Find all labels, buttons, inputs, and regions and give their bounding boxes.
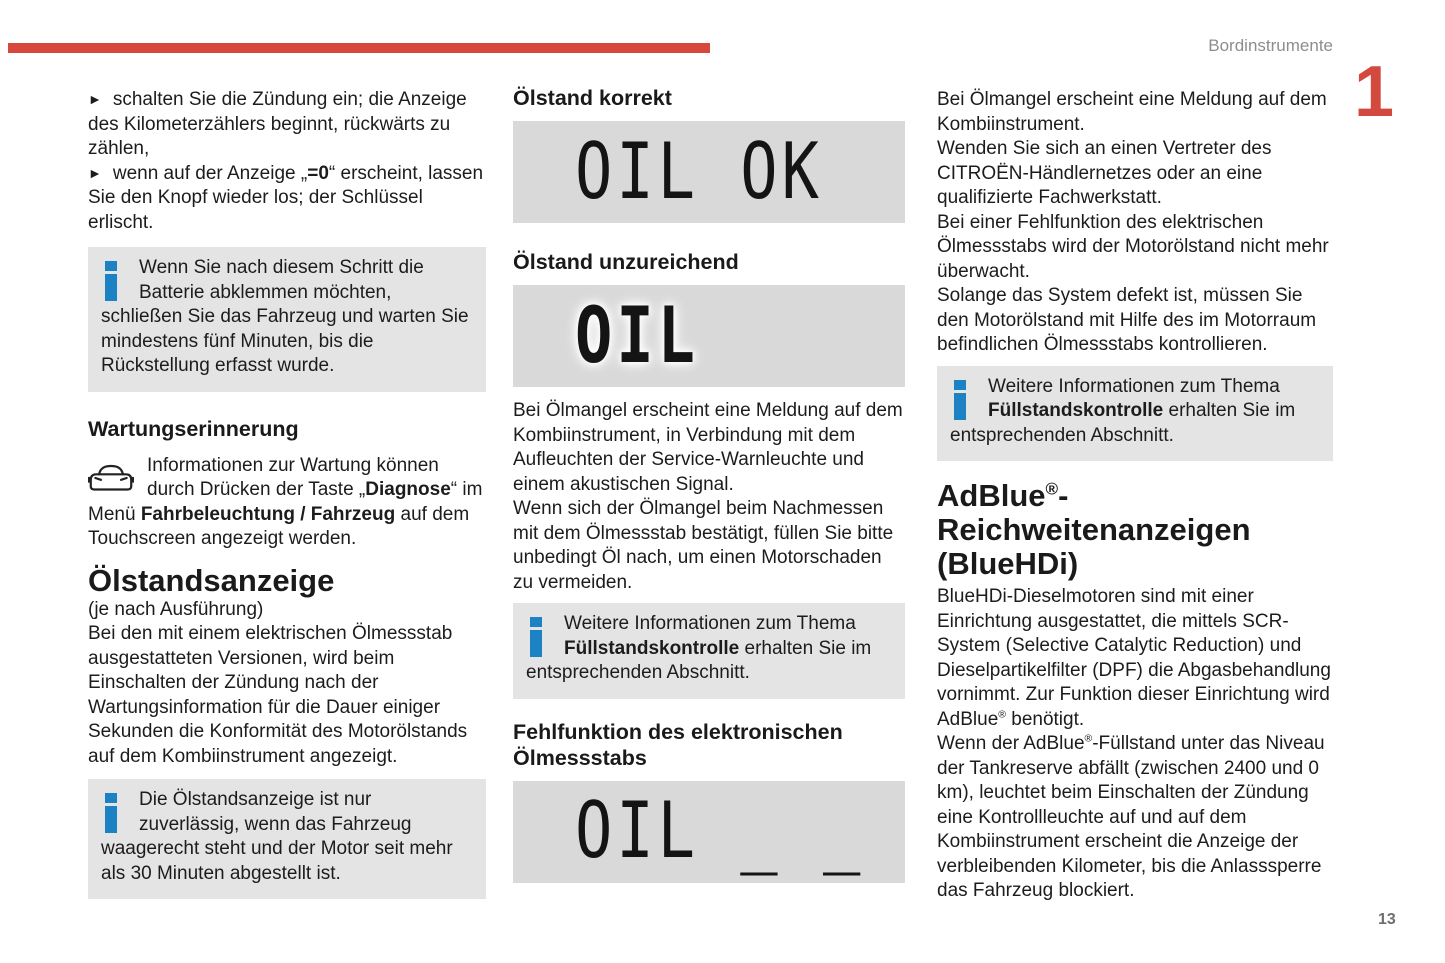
maintenance-text: auf dem Touchscreen angezeigt werden. — [88, 503, 470, 550]
subsection-heading-oil-ok: Ölstand korrekt — [513, 86, 672, 110]
maintenance-text: Informationen zur Wartung können durch D… — [147, 454, 439, 501]
chapter-number-tab: 1 — [1354, 52, 1395, 132]
column-right: Bei Ölmangel erscheint eine Meldung auf … — [937, 88, 1333, 904]
body-text: Wenn der AdBlue®-Füllstand unter das Niv… — [937, 733, 1325, 901]
subsection-heading-maintenance: Wartungserinnerung — [88, 416, 299, 441]
info-box-level-check: Weitere Informationen zum Thema Füllstan… — [513, 603, 905, 699]
oil-low-display: OIL — [513, 285, 905, 387]
column-middle: Ölstand korrekt OIL OK Ölstand unzureich… — [513, 85, 905, 883]
body-text: Bei den mit einem elektrischen Ölmesssta… — [88, 623, 468, 767]
bullet-text: schalten Sie die Zündung ein; die Anzeig… — [88, 89, 467, 159]
bullet-item: ► schalten Sie die Zündung ein; die Anzei… — [88, 88, 486, 162]
lcd-text: OIL — [575, 289, 699, 381]
info-box-text-bold: Füllstandskontrolle — [564, 637, 740, 659]
maintenance-text-bold: Diagnose — [365, 479, 451, 500]
registered-mark: ® — [1084, 733, 1093, 745]
heading-line: (BlueHDi) — [937, 546, 1079, 581]
maintenance-note: Informationen zur Wartung können durch D… — [88, 454, 486, 552]
lcd-text: OIL OK — [575, 125, 823, 217]
oil-ok-display: OIL OK — [513, 121, 905, 223]
section-heading-oil-level: Ölstandsanzeige — [88, 562, 335, 598]
info-icon — [105, 261, 117, 301]
info-icon — [530, 617, 542, 657]
registered-mark: ® — [998, 709, 1006, 721]
info-icon — [105, 793, 117, 833]
body-text: Bei Ölmangel erscheint eine Meldung auf … — [513, 400, 903, 495]
car-icon — [88, 464, 134, 491]
variant-note: (je nach Ausführung) — [88, 598, 264, 620]
heading-line: Reichweitenanzeigen — [937, 512, 1251, 547]
body-text: Bei einer Fehlfunktion des elektrischen … — [937, 211, 1329, 282]
registered-mark: ® — [1045, 479, 1059, 499]
info-box-text: Wenn Sie nach diesem Schritt die Batteri… — [101, 257, 469, 376]
header-section-title: Bordinstrumente — [1208, 36, 1333, 55]
body-text: Solange das System defekt ist, müssen Si… — [937, 285, 1317, 355]
bullet-text: “ erscheint, lassen Sie den Knopf wieder… — [88, 162, 484, 233]
maintenance-text: “ im Menü — [88, 479, 483, 525]
column-left: ► schalten Sie die Zündung ein; die Anzei… — [88, 88, 486, 899]
body-text: Wenden Sie sich an einen Vertreter des C… — [937, 138, 1272, 208]
heading-line: AdBlue®- — [937, 478, 1069, 513]
info-box-battery: Wenn Sie nach diesem Schritt die Batteri… — [88, 247, 486, 392]
header-red-bar — [8, 43, 710, 53]
body-text: Wenn sich der Ölmangel beim Nachmessen m… — [513, 498, 894, 593]
maintenance-text-bold: Fahrbeleuchtung / Fahrzeug — [140, 503, 396, 525]
info-box-text-bold: Füllstandskontrolle — [988, 400, 1164, 421]
section-heading-adblue: AdBlue®- Reichweitenanzeigen (BlueHDi) — [937, 479, 1333, 581]
body-text: Bei Ölmangel erscheint eine Meldung auf … — [937, 89, 1327, 135]
info-box-level-check: Weitere Informationen zum Thema Füllstan… — [937, 365, 1333, 461]
info-box-reliability: Die Ölstandsanzeige ist nur zuverlässig,… — [88, 779, 486, 899]
subsection-heading-oil-low: Ölstand unzureichend — [513, 250, 739, 274]
info-box-text: Weitere Informationen zum Thema — [564, 613, 856, 634]
subsection-heading-malfunction: Fehlfunktion des elektronischen Ölmessst… — [513, 719, 843, 770]
info-icon — [954, 379, 966, 420]
oil-fault-display: OIL _ _ — [513, 780, 905, 883]
bullet-item: ► wenn auf der Anzeige „=0“ erscheint, la… — [88, 162, 486, 236]
bullet-arrow-icon: ► — [88, 164, 102, 181]
info-box-text: erhalten Sie im entsprechenden Abschnitt… — [526, 637, 872, 684]
bullet-arrow-icon: ► — [88, 91, 102, 107]
info-box-text: erhalten Sie im entsprechenden Abschnitt… — [950, 400, 1296, 446]
lcd-text: OIL _ _ — [575, 784, 865, 877]
info-box-text: Weitere Informationen zum Thema — [988, 375, 1280, 397]
body-text: BlueHDi-Dieselmotoren sind mit einer Ein… — [937, 586, 1331, 730]
bullet-text-bold: =0 — [307, 162, 329, 184]
bullet-text: wenn auf der Anzeige „ — [112, 162, 308, 184]
info-box-text: Die Ölstandsanzeige ist nur zuverlässig,… — [101, 789, 453, 884]
page-number: 13 — [1378, 911, 1396, 928]
